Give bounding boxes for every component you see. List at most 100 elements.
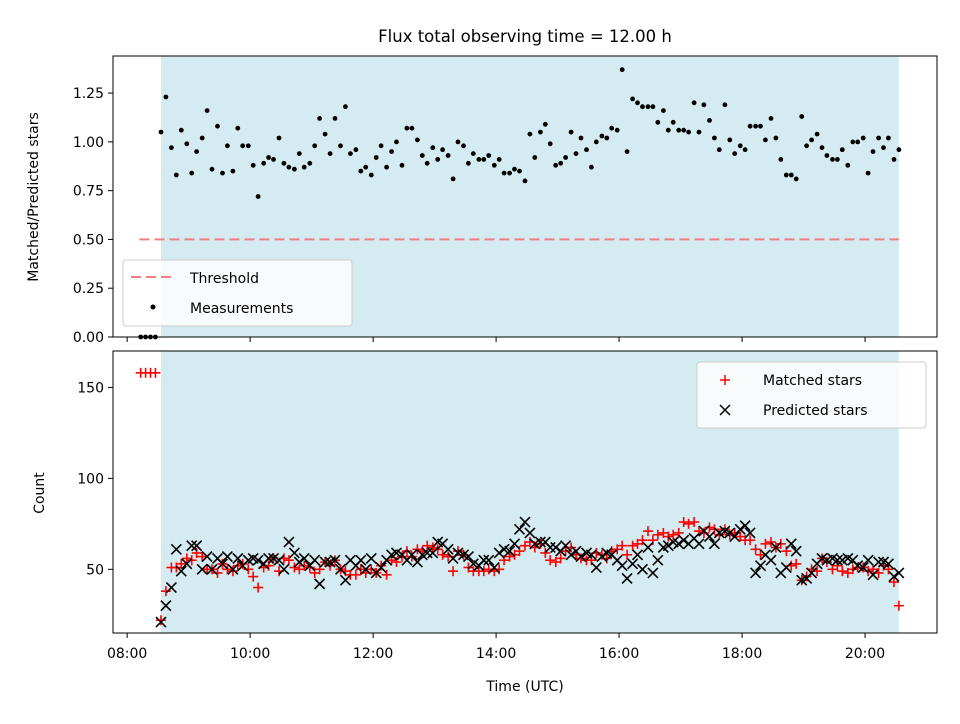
predicted-star-point (544, 541, 556, 554)
measurement-point (737, 143, 743, 149)
predicted-star-point (278, 563, 290, 575)
matched-star-point (801, 571, 812, 582)
predicted-star-point (780, 561, 792, 574)
measurement-point (886, 135, 891, 141)
predicted-star-point (216, 558, 229, 570)
measurement-point (281, 160, 287, 166)
predicted-star-point (186, 540, 198, 552)
measurement-point (783, 172, 789, 178)
predicted-star-point (524, 527, 536, 539)
measurement-point (619, 67, 625, 73)
measurement-point (255, 194, 261, 199)
matched-star-point (227, 566, 238, 577)
matched-star-point (176, 558, 187, 569)
measurement-point (814, 131, 820, 137)
matched-star-point (427, 542, 438, 553)
measurement-point (645, 104, 651, 110)
measurement-point (404, 125, 410, 131)
matched-star-point (212, 567, 223, 578)
matched-star-point (668, 529, 679, 540)
matched-star-point (232, 560, 243, 571)
predicted-star-point (339, 574, 352, 586)
measurement-point (317, 116, 322, 121)
measurement-point (701, 102, 707, 108)
measurement-point (220, 170, 225, 176)
matched-star-point (401, 546, 412, 557)
matched-star-point (448, 566, 459, 577)
measurement-point (225, 143, 230, 149)
matched-star-point (888, 577, 899, 588)
predicted-star-point (196, 563, 208, 575)
measurement-point (440, 147, 445, 153)
predicted-star-point (662, 540, 674, 552)
measurement-point (450, 176, 456, 182)
matched-star-point (155, 615, 166, 626)
matched-star-point (745, 535, 756, 546)
matched-star-point (540, 547, 551, 558)
measurement-point (661, 108, 666, 113)
predicted-star-point (283, 536, 295, 548)
measurement-point (184, 141, 190, 147)
predicted-star-point (165, 581, 177, 594)
measurement-point (378, 143, 384, 149)
measurement-point (855, 139, 861, 145)
y-tick-label: 0.25 (73, 281, 104, 297)
predicted-star-point (575, 551, 587, 563)
measurement-point (358, 168, 364, 174)
measurement-point (501, 170, 507, 176)
predicted-star-point (678, 534, 690, 546)
predicted-star-point (893, 567, 905, 579)
legend-threshold-label: Threshold (189, 271, 259, 287)
predicted-star-point (862, 554, 874, 566)
predicted-star-point (744, 527, 756, 539)
measurement-point (865, 170, 871, 176)
predicted-star-point (488, 561, 500, 574)
predicted-star-point (181, 558, 193, 570)
matched-star-point (868, 564, 879, 575)
predicted-star-point (785, 538, 797, 550)
predicted-star-point (355, 554, 367, 566)
predicted-star-point (888, 571, 900, 583)
matched-star-point (750, 544, 761, 555)
matched-star-point (299, 560, 310, 571)
measurement-point (230, 168, 236, 174)
measurement-point (839, 147, 845, 153)
measurement-point (824, 153, 830, 158)
matched-star-point (253, 582, 264, 593)
measurement-point (747, 123, 753, 129)
measurement-point (292, 166, 297, 172)
measurement-point (245, 143, 251, 149)
predicted-star-point (596, 551, 608, 563)
measurement-point (655, 119, 661, 125)
matched-star-point (478, 566, 489, 577)
star-count-points (135, 367, 905, 628)
matched-star-point (847, 564, 858, 575)
predicted-star-point (590, 561, 602, 574)
y-tick-label: 0.75 (73, 184, 104, 200)
matched-star-point (283, 555, 294, 566)
predicted-star-point (221, 551, 233, 563)
predicted-star-point (857, 561, 869, 574)
predicted-star-point (621, 572, 633, 584)
predicted-star-point (831, 554, 843, 566)
measurement-point (496, 157, 502, 162)
predicted-star-point (191, 540, 203, 552)
measurement-point (189, 170, 195, 176)
matched-star-point (765, 537, 776, 548)
measurement-point (876, 135, 881, 141)
predicted-star-point (627, 558, 639, 570)
predicted-star-point (882, 558, 894, 570)
measurement-point (716, 147, 722, 153)
measurement-point (732, 151, 738, 157)
predicted-star-point (319, 556, 331, 568)
predicted-star-point (411, 556, 423, 568)
x-tick-label: 14:00 (476, 646, 516, 662)
predicted-star-point (298, 552, 310, 564)
matched-star-point (197, 551, 208, 562)
predicted-star-point (504, 545, 516, 557)
measurement-point (686, 129, 691, 135)
predicted-star-point (442, 543, 454, 555)
matched-star-point (555, 553, 566, 564)
measurement-point (624, 149, 630, 155)
